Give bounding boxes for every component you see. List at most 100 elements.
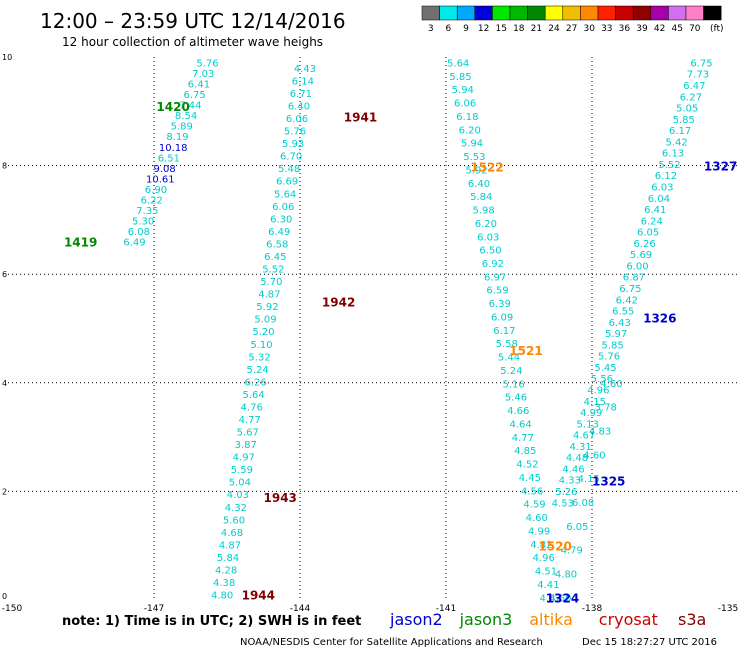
mission-jason3: jason3	[459, 610, 513, 629]
swh-value: 6.87	[623, 273, 645, 284]
swh-value: 4.68	[221, 528, 243, 539]
swh-value: 5.16	[503, 379, 525, 390]
pass-time-label: 1419	[64, 236, 97, 250]
swh-value: 4.52	[516, 460, 538, 471]
scale-swatch	[597, 5, 616, 21]
swh-value: 4.76	[241, 402, 263, 413]
swh-value: 4.77	[512, 433, 534, 444]
swh-value: 6.69	[276, 177, 298, 188]
scale-swatch	[580, 5, 599, 21]
scale-swatch	[544, 5, 564, 21]
swh-value: 8.19	[166, 132, 188, 143]
scale-label: 24	[548, 24, 560, 34]
scale-swatch	[527, 5, 546, 21]
swh-value: 6.55	[612, 307, 634, 318]
swh-value: 6.05	[566, 522, 588, 533]
swh-value: 3.78	[595, 403, 617, 414]
swh-value: 6.03	[651, 182, 673, 193]
swh-value: 4.83	[589, 426, 611, 437]
swh-value: 4.31	[569, 442, 591, 453]
track-2: 4.436.14 6.716.40 6.06 5.765.93 6.705.48 6.69…	[211, 64, 377, 603]
swh-value: 6.20	[459, 125, 481, 136]
scale-label: 27	[566, 24, 577, 34]
swh-value: 4.48	[566, 453, 588, 464]
pass-time-label: 1941	[344, 111, 377, 125]
scale-swatch	[439, 5, 458, 21]
scale-label: 39	[636, 24, 648, 34]
y-tick-label: 2	[2, 487, 7, 496]
swh-value: 5.13	[577, 419, 599, 430]
swh-value: 5.58	[496, 339, 518, 350]
swh-value: 5.26	[555, 487, 577, 498]
swh-value: 6.27	[680, 92, 702, 103]
y-tick-label: 4	[2, 379, 7, 388]
plot-grid	[8, 57, 738, 600]
pass-time-label: 1943	[264, 491, 297, 505]
y-tick-label: 8	[2, 162, 7, 171]
swh-value: 4.28	[215, 565, 237, 576]
swh-value: 7.73	[687, 70, 709, 81]
swh-value: 6.08	[572, 498, 594, 509]
scale-label: 36	[619, 24, 631, 34]
track-4: 4.60 3.78 4.83 4.60 4.15 6.08 6.05 4.79 4.80 4.60…	[538, 379, 622, 605]
y-tick-label: 6	[2, 270, 7, 279]
swh-value: 6.70	[280, 152, 302, 163]
swh-value: 6.45	[264, 252, 286, 263]
swh-value: 4.87	[219, 540, 241, 551]
swh-value: 3.87	[235, 440, 257, 451]
x-tick-label: -135	[718, 604, 738, 614]
pass-time-label: 1325	[592, 475, 625, 489]
swh-value: 5.24	[246, 365, 268, 376]
scale-label: 21	[531, 24, 542, 34]
color-scale: 3 6 9 12 15 18 21 24 27 30 33 36 39 42 45 70	[421, 5, 722, 34]
swh-value: 6.05	[637, 228, 659, 239]
swh-value: 6.59	[486, 286, 508, 297]
swh-value: 5.76	[598, 352, 620, 363]
swh-value: 4.77	[239, 415, 261, 426]
swh-value: 5.59	[231, 465, 253, 476]
swh-value: 6.51	[158, 153, 180, 164]
mission-jason2: jason2	[389, 610, 443, 629]
swh-value: 4.38	[213, 578, 235, 589]
swh-value: 8.54	[175, 111, 197, 122]
swh-value: 4.15	[584, 397, 606, 408]
swh-value: 5.70	[260, 277, 282, 288]
swh-value: 6.58	[266, 239, 288, 250]
swh-value: 6.30	[270, 214, 292, 225]
swh-value: 4.56	[521, 486, 543, 497]
swh-value: 5.52	[262, 265, 284, 276]
swh-value: 5.94	[461, 139, 483, 150]
swh-value: 6.08	[128, 227, 150, 238]
x-tick-label: -144	[290, 604, 311, 614]
swh-value: 6.71	[290, 89, 312, 100]
swh-value: 4.45	[519, 473, 541, 484]
swh-value: 6.06	[272, 202, 294, 213]
swh-value: 6.03	[477, 232, 499, 243]
swh-value: 6.39	[489, 299, 511, 310]
swh-value: 6.04	[648, 194, 670, 205]
scale-swatch	[632, 5, 652, 21]
swh-value: 6.00	[626, 261, 648, 272]
swh-value: 4.80	[555, 569, 577, 580]
swh-value: 6.22	[141, 195, 163, 206]
swh-value: 6.42	[616, 295, 638, 306]
scale-label: 33	[601, 24, 612, 34]
swh-value: 6.40	[288, 101, 310, 112]
scale-swatch	[650, 5, 669, 21]
swh-value: 5.97	[605, 329, 627, 340]
swh-value: 4.60	[526, 513, 548, 524]
swh-value: 4.96	[533, 553, 555, 564]
swh-value: 9.08	[153, 164, 175, 175]
swh-value: 4.87	[258, 290, 280, 301]
swh-value: 5.64	[274, 189, 296, 200]
swh-value: 4.66	[507, 406, 529, 417]
chart-subtitle: 12 hour collection of altimeter wave hei…	[62, 35, 323, 49]
swh-value: 6.09	[491, 312, 513, 323]
swh-value: 6.13	[662, 149, 684, 160]
scale-label: 42	[654, 24, 665, 34]
swh-value: 6.24	[641, 216, 663, 227]
scale-swatch	[703, 5, 722, 21]
pass-time-label: 1520	[538, 540, 571, 554]
swh-value: 5.24	[500, 366, 522, 377]
scale-label: 30	[583, 24, 595, 34]
